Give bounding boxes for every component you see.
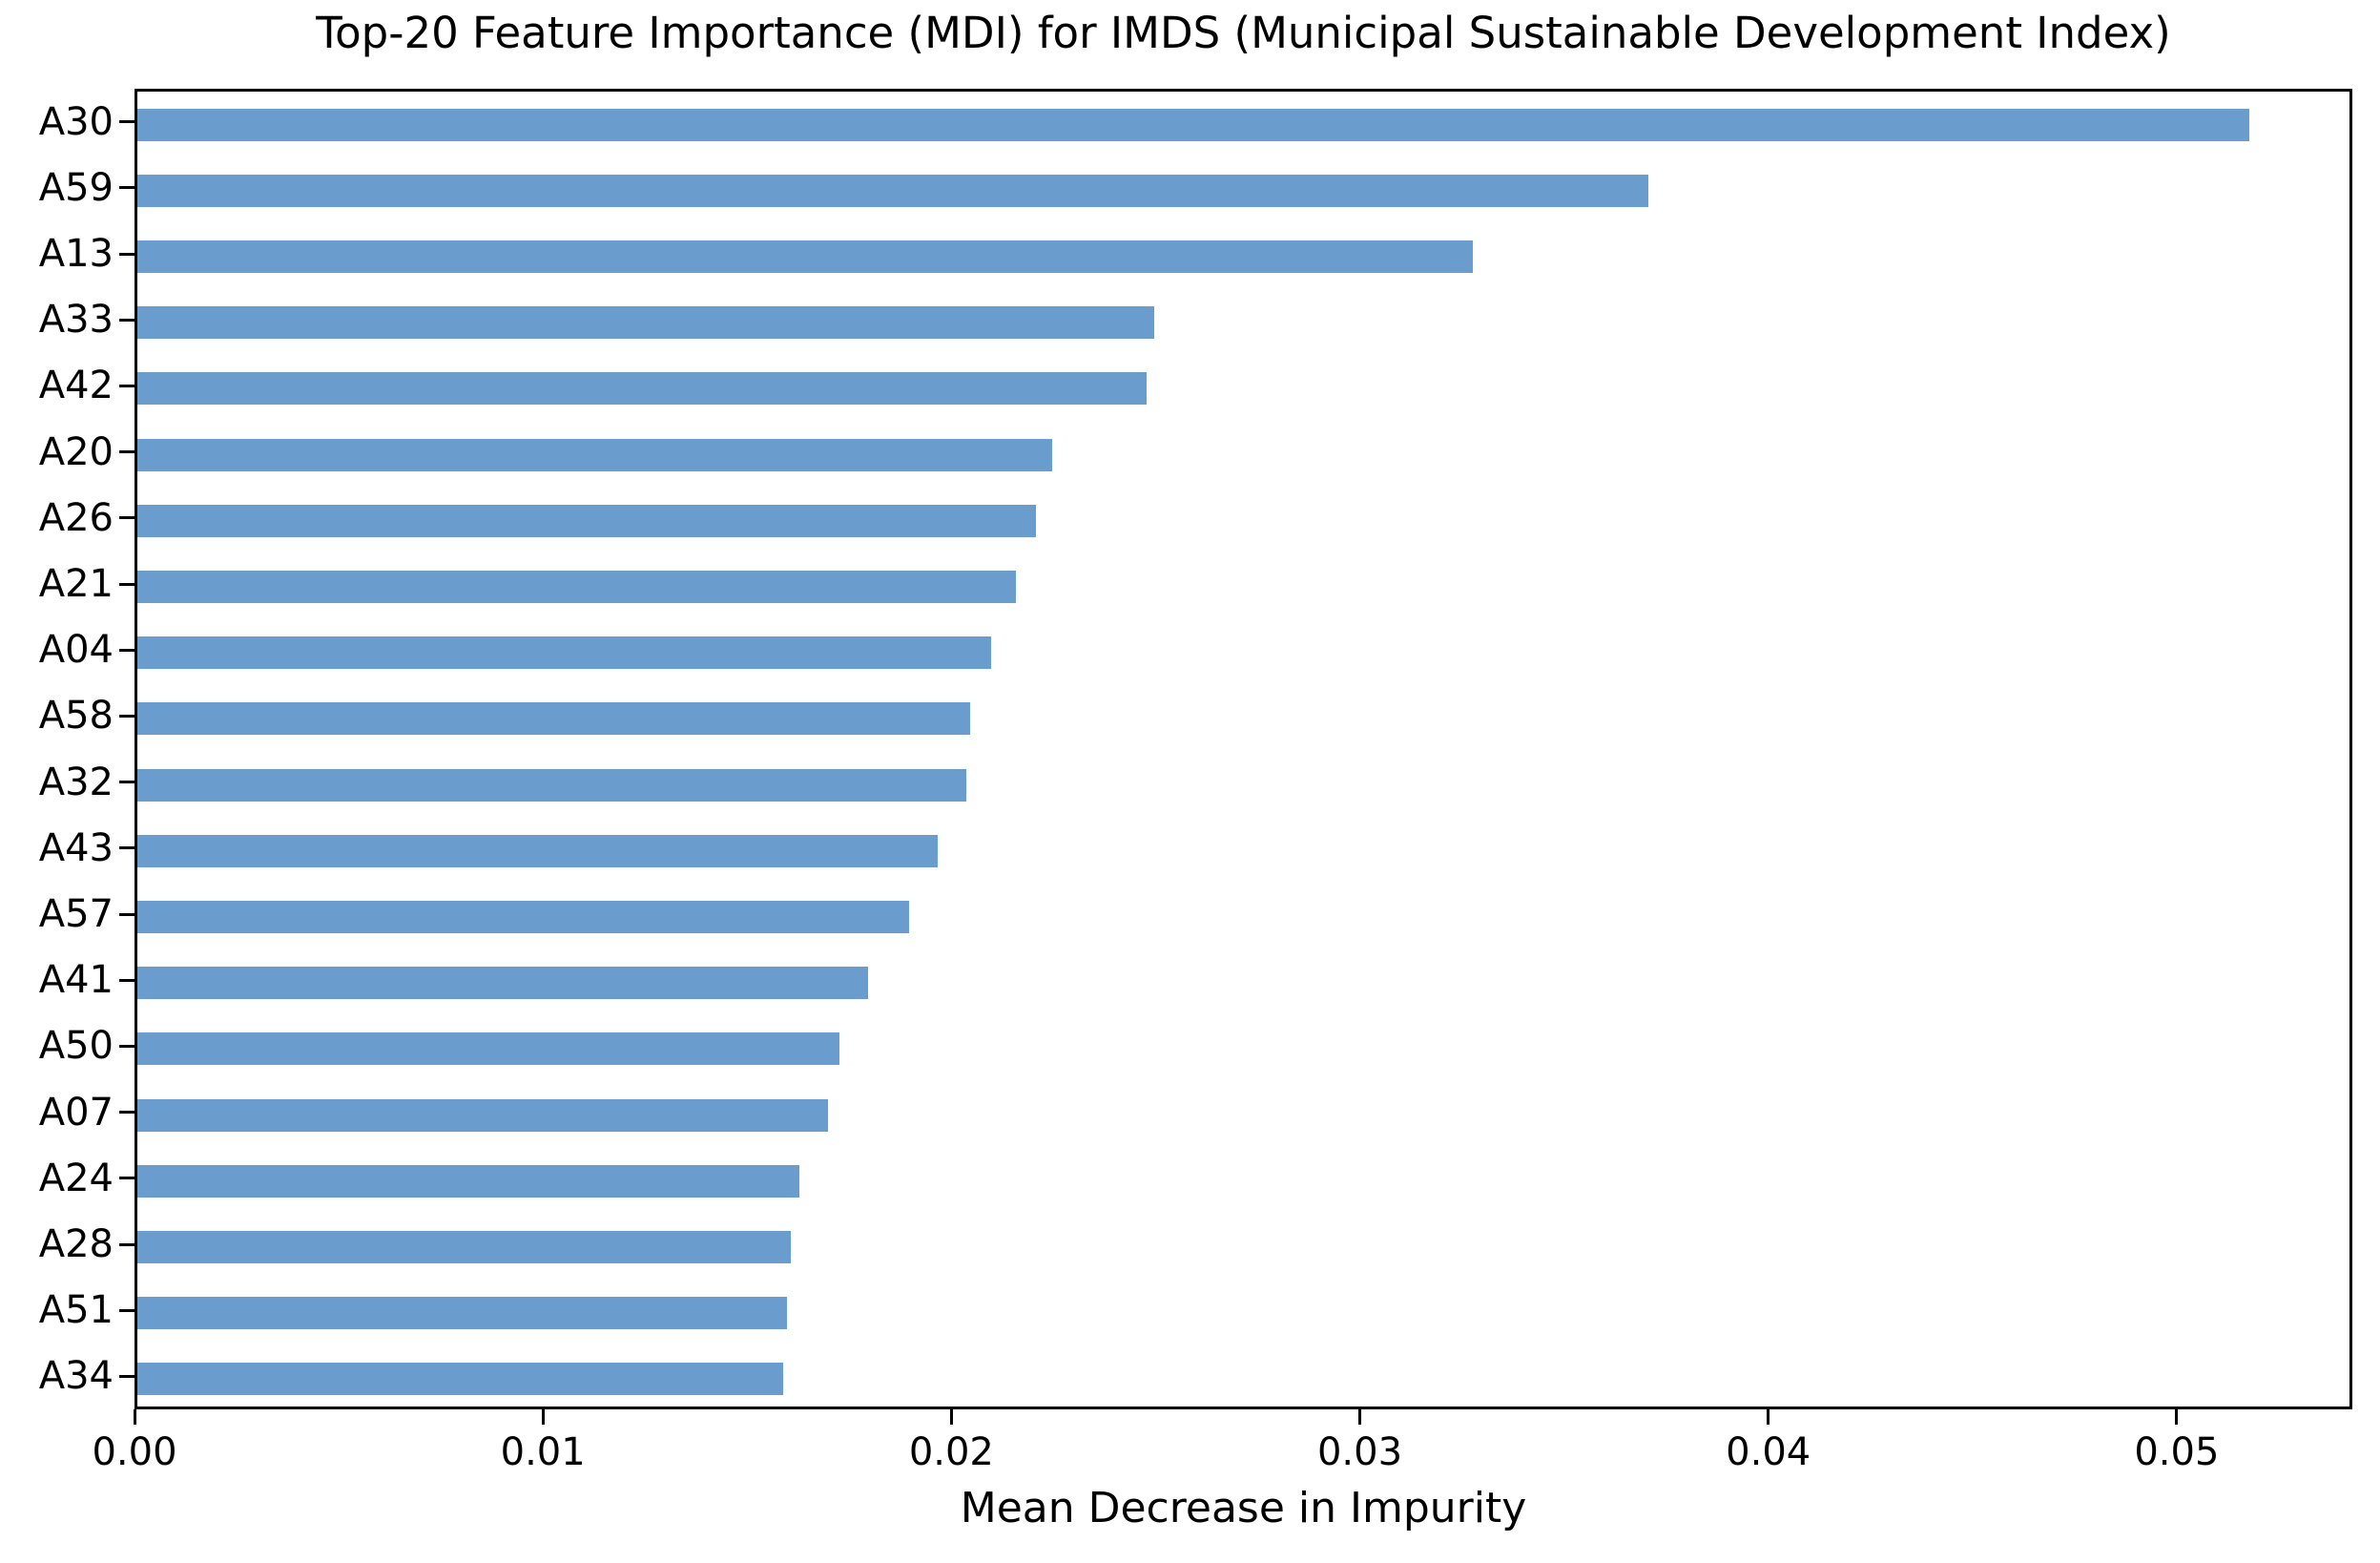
bar-A26	[137, 504, 1036, 537]
y-tick-label-A42: A42	[38, 364, 114, 408]
x-tick-mark	[2175, 1409, 2179, 1425]
plot-area	[135, 89, 2352, 1409]
x-axis-label: Mean Decrease in Impurity	[960, 1484, 1527, 1532]
y-tick-mark	[119, 384, 135, 387]
bar-A21	[137, 571, 1016, 603]
x-tick-label-0.04: 0.04	[1726, 1430, 1811, 1474]
y-tick-label-A41: A41	[38, 958, 114, 1003]
y-tick-label-A43: A43	[38, 825, 114, 870]
bar-A34	[137, 1363, 783, 1396]
bar-A07	[137, 1098, 828, 1132]
y-tick-mark	[119, 1044, 135, 1048]
y-tick-label-A30: A30	[38, 99, 114, 144]
y-tick-label-A28: A28	[38, 1222, 114, 1266]
y-tick-label-A26: A26	[38, 495, 114, 540]
bar-A28	[137, 1231, 792, 1263]
y-tick-label-A58: A58	[38, 694, 114, 739]
y-tick-mark	[119, 450, 135, 454]
y-tick-mark	[119, 912, 135, 916]
bar-A13	[137, 240, 1474, 273]
y-tick-label-A34: A34	[38, 1354, 114, 1399]
x-tick-label-0.01: 0.01	[500, 1430, 586, 1474]
bar-A43	[137, 834, 939, 867]
y-tick-mark	[119, 252, 135, 256]
y-tick-mark	[119, 516, 135, 520]
y-tick-mark	[119, 1111, 135, 1115]
bar-A42	[137, 372, 1147, 406]
bar-A57	[137, 901, 910, 933]
y-tick-mark	[119, 1177, 135, 1180]
y-tick-label-A51: A51	[38, 1288, 114, 1333]
x-tick-label-0.00: 0.00	[92, 1430, 177, 1474]
y-tick-label-A24: A24	[38, 1156, 114, 1200]
y-tick-mark	[119, 318, 135, 322]
y-tick-mark	[119, 978, 135, 982]
bar-A33	[137, 306, 1155, 340]
bar-A41	[137, 967, 869, 1000]
y-tick-mark	[119, 186, 135, 190]
bar-A59	[137, 174, 1649, 207]
x-tick-mark	[1767, 1409, 1770, 1425]
y-tick-mark	[119, 1374, 135, 1378]
x-tick-label-0.05: 0.05	[2134, 1430, 2220, 1474]
x-tick-label-0.03: 0.03	[1316, 1430, 1403, 1474]
bar-A20	[137, 438, 1053, 471]
y-tick-label-A20: A20	[38, 429, 114, 474]
bar-A24	[137, 1164, 799, 1198]
x-tick-mark	[949, 1409, 953, 1425]
bar-A32	[137, 768, 967, 802]
y-tick-mark	[119, 120, 135, 124]
y-tick-mark	[119, 648, 135, 652]
y-tick-label-A33: A33	[38, 298, 114, 343]
y-tick-label-A50: A50	[38, 1024, 114, 1069]
y-tick-label-A32: A32	[38, 760, 114, 804]
y-tick-label-A21: A21	[38, 562, 114, 606]
y-tick-mark	[119, 1308, 135, 1312]
y-tick-label-A59: A59	[38, 165, 114, 210]
bar-A58	[137, 702, 971, 736]
y-tick-mark	[119, 714, 135, 718]
bar-A30	[137, 108, 2249, 141]
x-tick-label-0.02: 0.02	[908, 1430, 994, 1474]
chart-title: Top-20 Feature Importance (MDI) for IMDS…	[316, 8, 2171, 58]
y-tick-label-A13: A13	[38, 232, 114, 276]
y-tick-label-A04: A04	[38, 628, 114, 673]
y-tick-label-A07: A07	[38, 1090, 114, 1135]
x-tick-mark	[1358, 1409, 1362, 1425]
bar-A50	[137, 1032, 840, 1066]
bar-A04	[137, 636, 991, 670]
bar-A51	[137, 1297, 787, 1330]
y-tick-mark	[119, 846, 135, 850]
y-tick-mark	[119, 781, 135, 784]
y-tick-mark	[119, 582, 135, 586]
x-tick-mark	[133, 1409, 136, 1425]
y-tick-label-A57: A57	[38, 892, 114, 936]
y-tick-mark	[119, 1242, 135, 1246]
x-tick-mark	[541, 1409, 545, 1425]
